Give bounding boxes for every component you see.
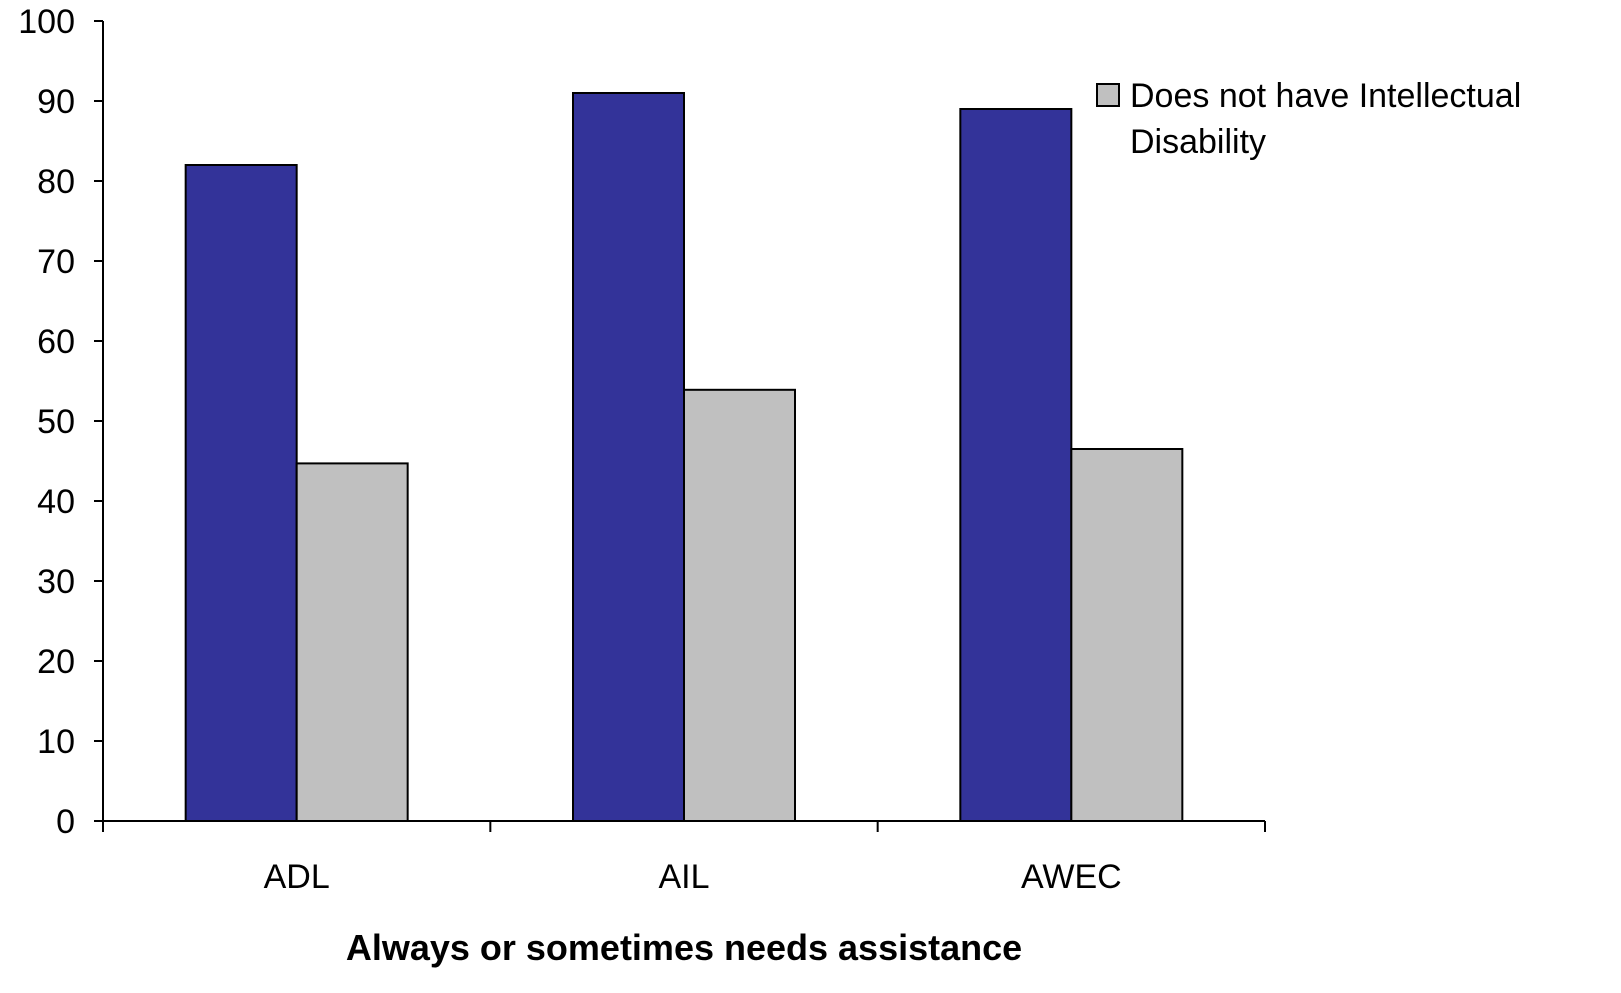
y-tick-label: 0 [56, 803, 75, 841]
legend-swatch-no-id [1096, 83, 1120, 107]
y-tick-label: 80 [37, 163, 75, 201]
x-axis-title: Always or sometimes needs assistance [346, 927, 1022, 968]
x-ticks-group: ADL AIL AWEC [102, 821, 1266, 896]
y-tick-label: 50 [37, 403, 75, 441]
y-tick-label: 70 [37, 243, 75, 281]
bar-ail-series-2 [683, 388, 796, 822]
bars-group [184, 92, 1184, 822]
y-tick-label: 40 [37, 483, 75, 521]
bar-awec-series-2 [1070, 448, 1184, 822]
y-tick-label: 30 [37, 563, 75, 601]
bar-ail-series-1 [572, 92, 685, 822]
y-tick-label: 60 [37, 323, 75, 361]
legend-label-line-1: Does not have Intellectual [1130, 77, 1521, 115]
x-tick-label: ADL [264, 858, 330, 896]
y-tick-label: 20 [37, 643, 75, 681]
bar-adl-series-1 [184, 164, 298, 822]
y-tick-label: 10 [37, 723, 75, 761]
y-tick-label: 90 [37, 83, 75, 121]
bar-awec-series-1 [959, 108, 1073, 822]
y-tick-label: 100 [18, 3, 75, 41]
x-tick-label: AWEC [1021, 858, 1122, 896]
legend-label-line-2: Disability [1130, 123, 1266, 161]
y-ticks-group: 0 10 20 30 40 50 60 70 80 90 100 [18, 3, 103, 841]
bar-adl-series-2 [295, 462, 409, 822]
legend: Does not have Intellectual Disability [1096, 77, 1521, 161]
x-tick-label: AIL [658, 858, 709, 896]
